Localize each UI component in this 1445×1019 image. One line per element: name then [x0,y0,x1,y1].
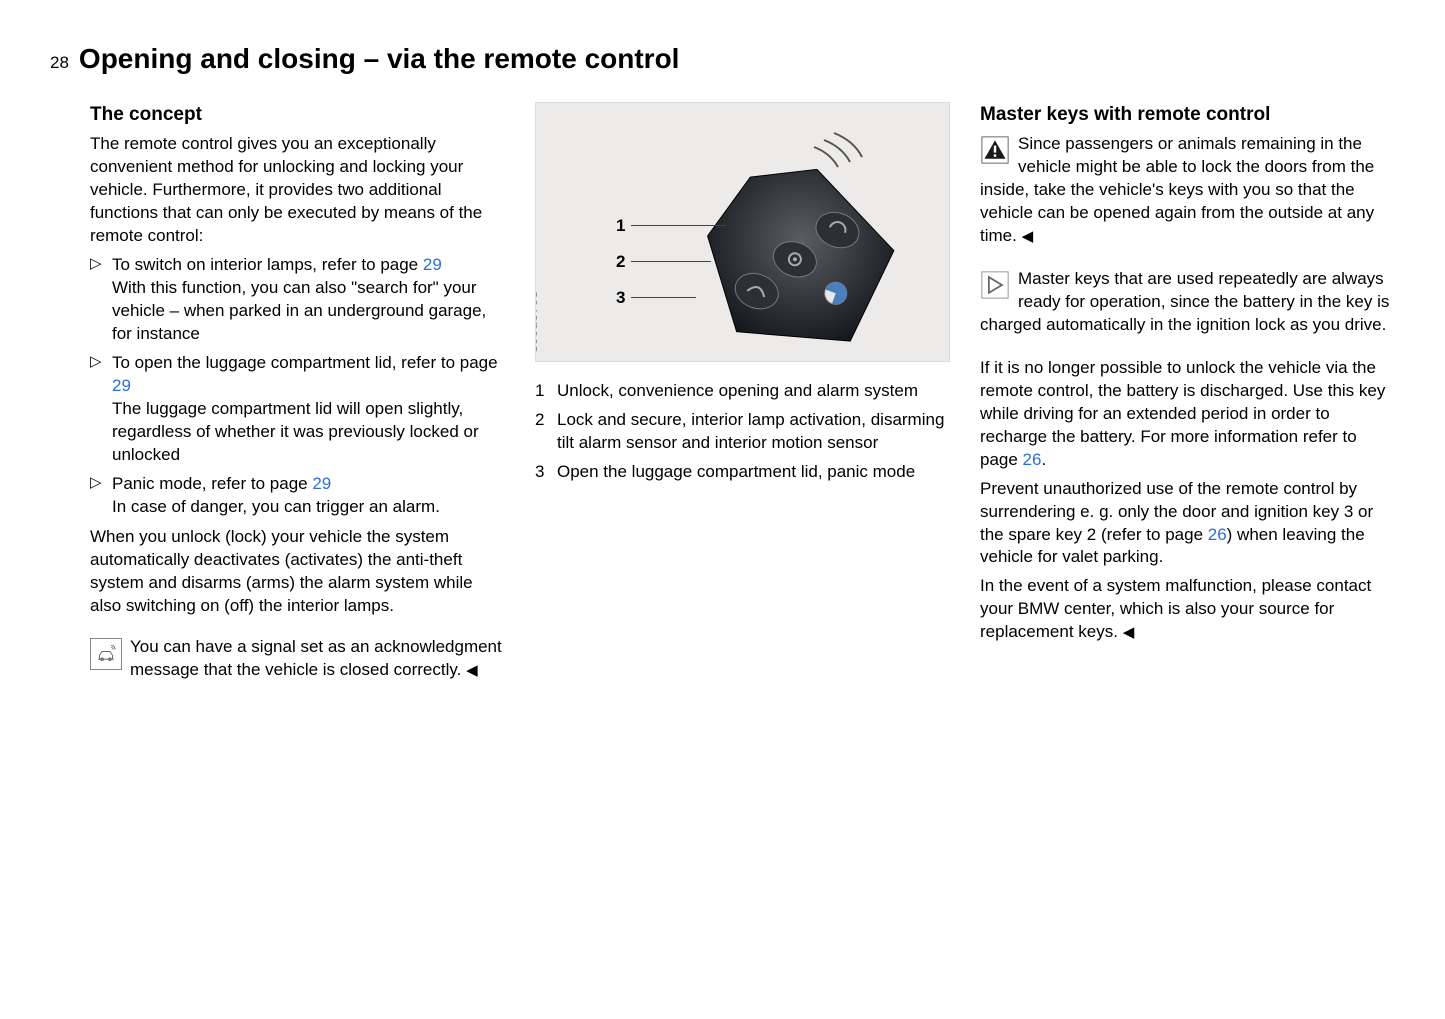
leader-line [631,297,696,298]
concept-bullet-list: To switch on interior lamps, refer to pa… [90,254,505,518]
page-title: Opening and closing – via the remote con… [79,40,680,78]
bullet-body: With this function, you can also "search… [112,278,486,343]
page-link[interactable]: 29 [423,255,442,274]
bullet-item: To switch on interior lamps, refer to pa… [90,254,505,346]
figure-legend-list: 1 Unlock, convenience opening and alarm … [535,380,950,484]
warning-callout: Since passengers or animals remaining in… [980,133,1395,254]
page-link[interactable]: 26 [1208,525,1227,544]
legend-number: 2 [535,409,549,455]
signal-note: You can have a signal set as an acknowle… [90,636,505,682]
column-left: The concept The remote control gives you… [90,102,505,682]
bullet-body: In case of danger, you can trigger an al… [112,497,440,516]
info-arrow-icon [980,270,1010,300]
note-text: You can have a signal set as an acknowle… [130,637,502,679]
legend-item: 1 Unlock, convenience opening and alarm … [535,380,950,403]
legend-text: Open the luggage compartment lid, panic … [557,461,950,484]
bullet-item: To open the luggage compartment lid, ref… [90,352,505,467]
info-text-1: Master keys that are used repeatedly are… [980,268,1395,337]
info-callout: Master keys that are used repeatedly are… [980,268,1395,343]
page-link[interactable]: 29 [312,474,331,493]
content-columns: The concept The remote control gives you… [50,102,1395,682]
leader-line [631,261,711,262]
heading-concept: The concept [90,102,505,128]
car-key-signal-icon [90,638,122,670]
leader-line [631,225,726,226]
remote-key-illustration [649,118,919,358]
figure-label-3: 3 [616,287,625,310]
end-marker-icon: ◀ [1022,228,1034,245]
figure-label-1: 1 [616,215,625,238]
page-link[interactable]: 26 [1023,450,1042,469]
heading-master-keys: Master keys with remote control [980,102,1395,128]
info-text-span: . [1041,450,1046,469]
figure-label-2: 2 [616,251,625,274]
info-text-2: If it is no longer possible to unlock th… [980,357,1395,472]
concept-intro: The remote control gives you an exceptio… [90,133,505,248]
figure-code: 390de793 [535,291,542,353]
bullet-lead: To open the luggage compartment lid, ref… [112,353,498,372]
end-marker-icon: ◀ [1123,624,1135,641]
column-right: Master keys with remote control Since pa… [980,102,1395,682]
page-header: 28 Opening and closing – via the remote … [50,40,1395,78]
bullet-body: The luggage compartment lid will open sl… [112,399,479,464]
info-text-span: In the event of a system malfunction, pl… [980,576,1371,641]
legend-text: Unlock, convenience opening and alarm sy… [557,380,950,403]
column-middle: 390de793 [535,102,950,682]
warning-text: Since passengers or animals remaining in… [980,134,1374,245]
bullet-lead: To switch on interior lamps, refer to pa… [112,255,423,274]
concept-after-bullets: When you unlock (lock) your vehicle the … [90,526,505,618]
info-text-4: In the event of a system malfunction, pl… [980,575,1395,644]
warning-triangle-icon [980,135,1010,165]
page-number: 28 [50,52,69,75]
legend-number: 3 [535,461,549,484]
legend-text: Lock and secure, interior lamp activatio… [557,409,950,455]
page-link[interactable]: 29 [112,376,131,395]
key-figure: 390de793 [535,102,950,362]
legend-item: 3 Open the luggage compartment lid, pani… [535,461,950,484]
legend-number: 1 [535,380,549,403]
bullet-lead: Panic mode, refer to page [112,474,312,493]
legend-item: 2 Lock and secure, interior lamp activat… [535,409,950,455]
bullet-item: Panic mode, refer to page 29 In case of … [90,473,505,519]
info-text-3: Prevent unauthorized use of the remote c… [980,478,1395,570]
end-marker-icon: ◀ [466,662,478,679]
